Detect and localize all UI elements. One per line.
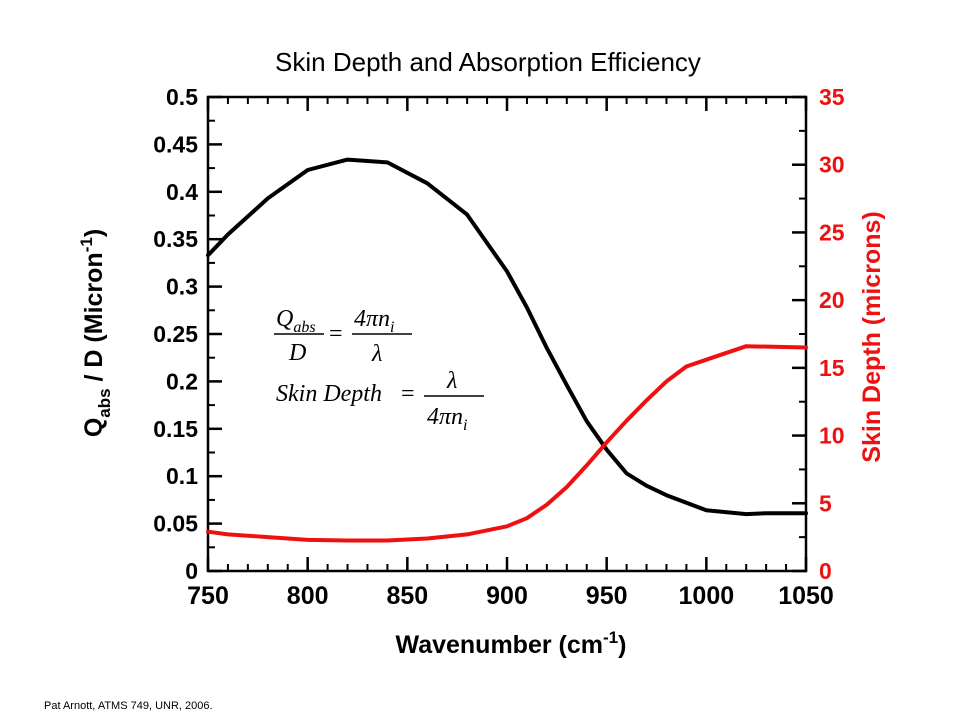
x-tick-label: 750: [187, 582, 229, 610]
eq1-equals: =: [329, 321, 343, 347]
eq2-lhs: Skin Depth: [276, 381, 382, 407]
x-tick-label: 1050: [778, 582, 834, 610]
eq2-equals: =: [401, 381, 415, 407]
series-layer: [206, 157, 808, 543]
right-tick-label: 25: [819, 219, 845, 245]
eq1-rhs-numerator: 4πni: [354, 306, 394, 336]
x-tick-label: 900: [486, 582, 528, 610]
right-tick-label: 35: [819, 84, 845, 110]
left-tick-label: 0.5: [166, 84, 198, 110]
x-tick-label: 1000: [679, 582, 735, 610]
skin-depth-line: [206, 344, 808, 543]
left-axis-label: Qabs / D (Micron-1): [77, 229, 114, 437]
left-axis-ticks: 0 0.05 0.1 0.15 0.2 0.25 0.3 0.35 0.4 0.45 0.5: [153, 84, 222, 584]
eq1-denominator: D: [288, 340, 306, 366]
eq1-rhs-denominator: λ: [371, 341, 382, 367]
right-tick-label: 30: [819, 152, 845, 178]
left-tick-label: 0.05: [153, 511, 198, 537]
x-tick-label: 950: [586, 582, 628, 610]
right-axis-label: Skin Depth (microns): [858, 211, 886, 462]
x-tick-label: 800: [287, 582, 329, 610]
formula-annotation: Qabs D = 4πni λ Skin Depth = λ 4πni: [274, 306, 484, 434]
right-tick-label: 20: [819, 287, 845, 313]
chart-title: Skin Depth and Absorption Efficiency: [275, 47, 701, 77]
right-axis-ticks: 0 5 10 15 20 25 30 35: [792, 84, 845, 584]
left-tick-label: 0.2: [166, 368, 198, 394]
left-tick-label: 0.35: [153, 226, 198, 252]
eq2-rhs-numerator: λ: [446, 368, 457, 394]
right-tick-label: 15: [819, 355, 845, 381]
left-tick-label: 0.1: [166, 463, 198, 489]
x-axis-label: Wavenumber (cm-1): [396, 628, 627, 659]
x-tick-label: 850: [386, 582, 428, 610]
right-tick-label: 10: [819, 423, 845, 449]
left-tick-label: 0.25: [153, 321, 198, 347]
left-tick-label: 0.4: [166, 179, 198, 205]
left-tick-label: 0: [185, 558, 198, 584]
right-tick-label: 0: [819, 558, 832, 584]
right-tick-label: 5: [819, 490, 832, 516]
footer-credit: Pat Arnott, ATMS 749, UNR, 2006.: [44, 700, 213, 712]
left-tick-label: 0.45: [153, 131, 198, 157]
left-tick-label: 0.15: [153, 416, 198, 442]
left-tick-label: 0.3: [166, 274, 198, 300]
qabs-line: [206, 157, 808, 517]
eq2-rhs-denominator: 4πni: [427, 404, 467, 434]
x-axis-ticks: 750 800 850 900 950 1000 1050: [187, 97, 834, 610]
eq1-numerator: Qabs: [276, 306, 316, 336]
